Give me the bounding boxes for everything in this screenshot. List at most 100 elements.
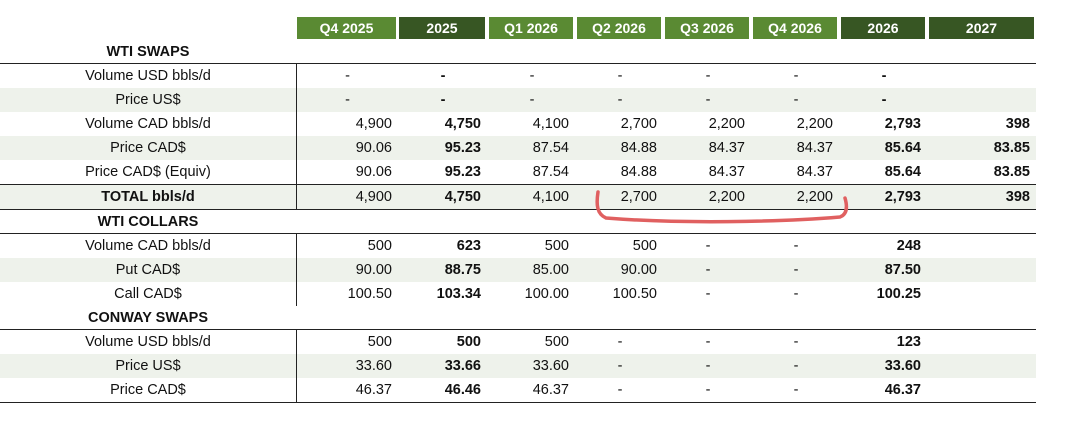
label-divider-line bbox=[296, 233, 297, 306]
total-cell: 4,100 bbox=[532, 189, 569, 205]
table-cell: 2,793 bbox=[884, 116, 921, 132]
row-label: Price CAD$ bbox=[110, 140, 186, 156]
section-title: CONWAY SWAPS bbox=[87, 310, 209, 326]
table-cell: - bbox=[617, 334, 623, 350]
table-cell: - bbox=[440, 68, 446, 84]
table-cell: - bbox=[793, 286, 799, 302]
total-cell: 398 bbox=[1005, 189, 1030, 205]
total-label: TOTAL bbls/d bbox=[101, 189, 195, 205]
row-label: Volume USD bbls/d bbox=[85, 68, 211, 84]
table-row: Volume USD bbls/d - - - - - - - bbox=[0, 64, 1080, 88]
table-cell: - bbox=[705, 262, 711, 278]
table-bottom-border bbox=[0, 402, 1036, 403]
table-cell: 90.06 bbox=[355, 140, 392, 156]
table-cell: 33.60 bbox=[884, 358, 921, 374]
table-row: Price US$ 33.60 33.66 33.60 - - - 33.60 bbox=[0, 354, 1080, 378]
table-cell: 84.37 bbox=[796, 164, 833, 180]
total-cell: 2,793 bbox=[884, 189, 921, 205]
column-header: Q4 2025 bbox=[297, 17, 396, 39]
table-cell: 87.54 bbox=[532, 164, 569, 180]
row-label: Price US$ bbox=[115, 92, 181, 108]
table-cell: 4,900 bbox=[355, 116, 392, 132]
row-label: Put CAD$ bbox=[115, 262, 181, 278]
row-shading bbox=[0, 258, 1036, 282]
table-cell: 4,750 bbox=[444, 116, 481, 132]
row-label: Volume CAD bbls/d bbox=[85, 116, 211, 132]
table-cell: 46.37 bbox=[355, 382, 392, 398]
table-cell: 2,200 bbox=[708, 116, 745, 132]
table-cell: 500 bbox=[544, 238, 569, 254]
table-cell: 500 bbox=[632, 238, 657, 254]
table-cell: - bbox=[617, 68, 623, 84]
section-title-row: WTI SWAPS bbox=[0, 40, 1080, 64]
table-cell: 85.64 bbox=[884, 140, 921, 156]
table-cell: 100.25 bbox=[876, 286, 921, 302]
table-cell: 46.37 bbox=[532, 382, 569, 398]
table-cell: 95.23 bbox=[444, 140, 481, 156]
total-row: TOTAL bbls/d 4,900 4,750 4,100 2,700 2,200 2,2… bbox=[0, 185, 1080, 209]
total-cell: 4,900 bbox=[355, 189, 392, 205]
table-cell: - bbox=[793, 358, 799, 374]
table-cell: 90.00 bbox=[355, 262, 392, 278]
column-header: Q2 2026 bbox=[577, 17, 661, 39]
table-cell: 85.64 bbox=[884, 164, 921, 180]
table-cell: - bbox=[617, 382, 623, 398]
table-cell: 84.37 bbox=[708, 164, 745, 180]
table-cell: - bbox=[440, 92, 446, 108]
table-row: Call CAD$ 100.50 103.34 100.00 100.50 - - 100.2… bbox=[0, 282, 1080, 306]
table-row: Price CAD$ (Equiv) 90.06 95.23 87.54 84.88 84… bbox=[0, 160, 1080, 184]
table-row: Volume CAD bbls/d 4,900 4,750 4,100 2,700 2,2… bbox=[0, 112, 1080, 136]
table-cell: 623 bbox=[456, 238, 481, 254]
table-cell: - bbox=[345, 92, 350, 108]
row-label: Price CAD$ bbox=[110, 382, 186, 398]
table-cell: - bbox=[705, 92, 711, 108]
table-cell: - bbox=[793, 382, 799, 398]
table-cell: 500 bbox=[367, 238, 392, 254]
table-cell: 500 bbox=[367, 334, 392, 350]
total-cell: 4,750 bbox=[444, 189, 481, 205]
table-row: Volume USD bbls/d 500 500 500 - - - 123 bbox=[0, 330, 1080, 354]
section-top-border bbox=[0, 329, 1036, 330]
table-cell: 33.66 bbox=[444, 358, 481, 374]
column-header: Q1 2026 bbox=[489, 17, 573, 39]
table-cell: - bbox=[705, 238, 711, 254]
total-bottom-border bbox=[0, 209, 1036, 210]
table-cell: - bbox=[705, 382, 711, 398]
row-shading bbox=[0, 136, 1036, 160]
table-cell: 84.88 bbox=[620, 164, 657, 180]
table-cell: 90.00 bbox=[620, 262, 657, 278]
table-cell: - bbox=[345, 68, 350, 84]
row-label: Volume USD bbls/d bbox=[85, 334, 211, 350]
table-cell: 87.50 bbox=[884, 262, 921, 278]
total-cell: 2,700 bbox=[620, 189, 657, 205]
table-cell: 500 bbox=[456, 334, 481, 350]
column-header: 2025 bbox=[399, 17, 485, 39]
table-cell: 500 bbox=[544, 334, 569, 350]
table-cell: 85.00 bbox=[532, 262, 569, 278]
table-cell: - bbox=[617, 92, 623, 108]
bracket-stroke bbox=[595, 190, 849, 224]
row-label: Price CAD$ (Equiv) bbox=[85, 164, 211, 180]
table-cell: 33.60 bbox=[532, 358, 569, 374]
table-cell: 95.23 bbox=[444, 164, 481, 180]
table-cell: - bbox=[881, 92, 887, 108]
row-shading bbox=[0, 354, 1036, 378]
table-row: Volume CAD bbls/d 500 623 500 500 - - 248 bbox=[0, 234, 1080, 258]
table-row: Price US$ - - - - - - - bbox=[0, 88, 1080, 112]
table-cell: 4,100 bbox=[532, 116, 569, 132]
table-cell: - bbox=[705, 358, 711, 374]
table-row: Price CAD$ 46.37 46.46 46.37 - - - 46.37 bbox=[0, 378, 1080, 402]
total-cell: 2,200 bbox=[708, 189, 745, 205]
table-cell: - bbox=[793, 238, 799, 254]
table-cell: - bbox=[529, 92, 535, 108]
table-cell: - bbox=[881, 68, 887, 84]
column-header-row: Q4 2025 2025 Q1 2026 Q2 2026 Q3 2026 Q4 2026 2… bbox=[0, 17, 1080, 39]
row-label: Call CAD$ bbox=[114, 286, 182, 302]
table-cell: - bbox=[617, 358, 623, 374]
total-top-border bbox=[0, 184, 1036, 185]
column-header: 2026 bbox=[841, 17, 925, 39]
column-header: 2027 bbox=[929, 17, 1034, 39]
row-label: Price US$ bbox=[115, 358, 181, 374]
